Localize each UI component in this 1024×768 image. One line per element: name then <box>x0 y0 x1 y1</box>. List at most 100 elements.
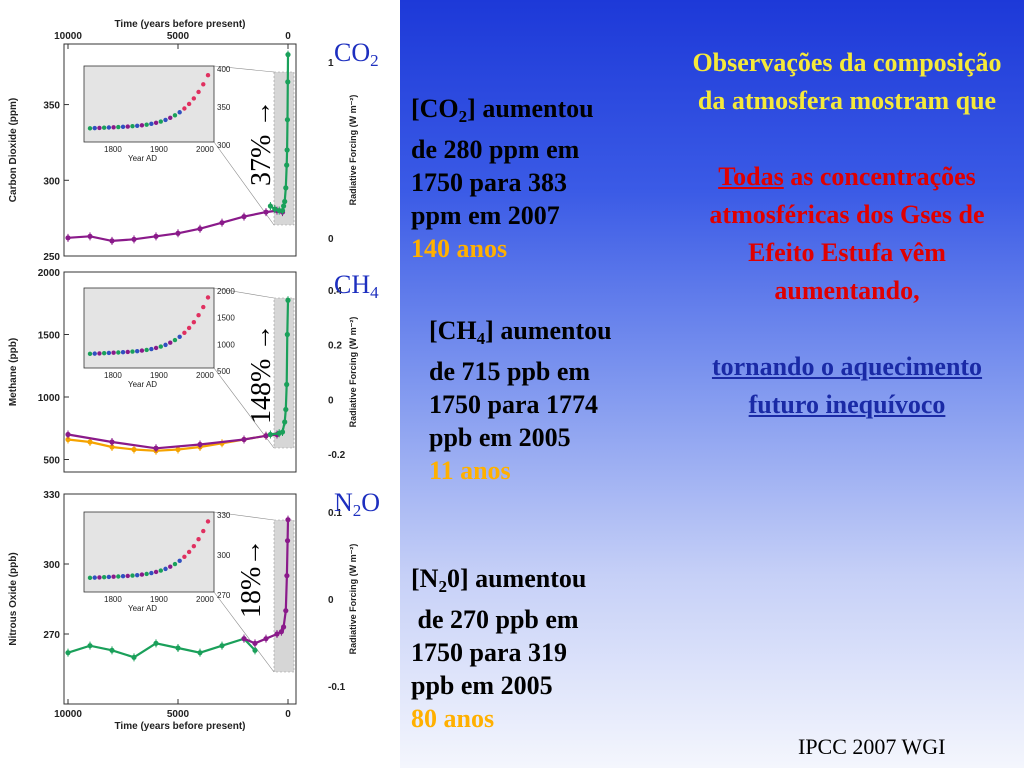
inset-frame-co2 <box>83 65 215 143</box>
ghg-charts: 1800 1900 2000 Year AD 400 350 300 250 300 350 Car… <box>8 19 358 732</box>
x-axis-label: Time (years before present) <box>115 721 246 732</box>
ch4-percent: 148% → <box>246 323 277 424</box>
ch4-stat: [CH4] aumentou de 715 ppb em 1750 para 1… <box>429 316 612 485</box>
inset-x-tick: 1800 <box>104 145 122 154</box>
x-tick-label: 0 <box>285 709 291 720</box>
x-tick-label: 5000 <box>167 31 190 42</box>
x-tick-label: 10000 <box>54 709 82 720</box>
inset-connector <box>213 287 275 299</box>
inset-point <box>201 528 206 534</box>
inset-point <box>158 344 163 349</box>
inset-point <box>87 126 93 131</box>
inset-point <box>92 575 97 580</box>
inset-point <box>144 122 149 127</box>
inset-point <box>111 574 116 579</box>
inset-y-tick: 400 <box>217 65 231 74</box>
inset-point <box>153 345 159 351</box>
y-tick-label: 250 <box>43 252 60 263</box>
inset-point <box>106 574 112 580</box>
inset-point <box>97 125 102 131</box>
ch4-years: 11 anos <box>429 456 511 485</box>
right-column: Observações da composição da atmosfera m… <box>682 44 1012 424</box>
inset-point <box>177 558 182 563</box>
co2-label: CO2 <box>334 38 379 70</box>
inset-point <box>130 349 135 354</box>
right-tick-label: 0.4 <box>328 286 342 297</box>
inset-point <box>182 554 187 559</box>
inset-connector <box>213 591 275 673</box>
right-tick-label: 0.2 <box>328 341 342 352</box>
inset-point <box>120 574 126 579</box>
inset-point <box>182 330 187 335</box>
inset-connector <box>213 65 275 73</box>
y-axis-label: Methane (ppb) <box>8 338 19 406</box>
inset-point <box>163 342 168 348</box>
inset-point <box>163 566 168 572</box>
x-tick-label: 0 <box>285 31 291 42</box>
inset-x-tick: 2000 <box>196 371 214 380</box>
n2o-stat: [N20] aumentou de 270 ppb em 1750 para 3… <box>411 564 587 733</box>
inset-point <box>191 96 197 101</box>
inset-x-tick: 2000 <box>196 595 214 604</box>
inset-point <box>139 123 145 128</box>
inset-x-tick: 1800 <box>104 595 122 604</box>
inset-point <box>149 346 154 352</box>
inset-point <box>106 125 112 130</box>
x-tick-label: 10000 <box>54 31 82 42</box>
inset-point <box>153 120 159 126</box>
inset-point <box>149 121 154 127</box>
co2-stat: [CO2] aumentou de 280 ppm em 1750 para 3… <box>411 94 594 263</box>
y-tick-label: 500 <box>43 456 60 467</box>
inset-point <box>92 351 97 356</box>
right-axis-label: Radiative Forcing (W m⁻²) <box>348 95 358 206</box>
y-tick-label: 300 <box>43 560 60 571</box>
inset-point <box>101 125 107 130</box>
inset-point <box>111 350 116 355</box>
inset-point <box>135 348 140 354</box>
x-tick-label: 5000 <box>167 709 190 720</box>
inset-x-label: Year AD <box>128 604 157 613</box>
right-tick-label: 1 <box>328 58 334 69</box>
inset-point <box>182 106 187 111</box>
inset-y-tick: 300 <box>217 141 231 150</box>
inset-point <box>201 82 206 87</box>
inset-y-tick: 1000 <box>217 340 235 349</box>
inset-x-tick: 1900 <box>150 145 168 154</box>
inset-point <box>144 347 149 353</box>
inset-point <box>149 570 154 576</box>
y-axis-label: Nitrous Oxide (ppb) <box>8 552 19 645</box>
inset-point <box>186 101 192 107</box>
series-line <box>67 209 283 243</box>
inset-point <box>116 574 121 579</box>
inset-point <box>135 572 140 578</box>
inset-point <box>163 117 168 123</box>
inset-point <box>111 125 116 130</box>
y-tick-label: 300 <box>43 176 60 187</box>
data-point <box>65 235 71 241</box>
series-line <box>270 300 290 436</box>
inevitable-warming-text: tornando o aquecimento futuro inequívoco <box>711 352 983 419</box>
inset-point <box>144 571 149 577</box>
inset-point <box>191 319 197 325</box>
inset-point <box>172 113 178 118</box>
inset-point <box>158 119 163 124</box>
inset-point <box>196 537 201 542</box>
inset-point <box>168 564 173 569</box>
inset-x-tick: 1900 <box>150 595 168 604</box>
y-axis-label: Carbon Dioxide (ppm) <box>8 98 19 202</box>
inset-y-tick: 2000 <box>217 287 235 296</box>
inset-point <box>205 519 211 524</box>
inset-point <box>116 124 121 130</box>
inset-x-tick: 1900 <box>150 371 168 380</box>
inset-point <box>125 573 130 579</box>
inset-point <box>97 351 102 356</box>
inset-point <box>177 110 182 115</box>
data-point <box>285 517 291 523</box>
all-concentrations-text: Todas as concentrações atmosféricas dos … <box>709 162 985 305</box>
inset-point <box>196 89 201 95</box>
observations-text: Observações da composição da atmosfera m… <box>692 48 1002 115</box>
inset-point <box>153 569 159 575</box>
inset-point <box>186 325 192 331</box>
inset-x-tick: 2000 <box>196 145 214 154</box>
inset-point <box>196 313 201 318</box>
